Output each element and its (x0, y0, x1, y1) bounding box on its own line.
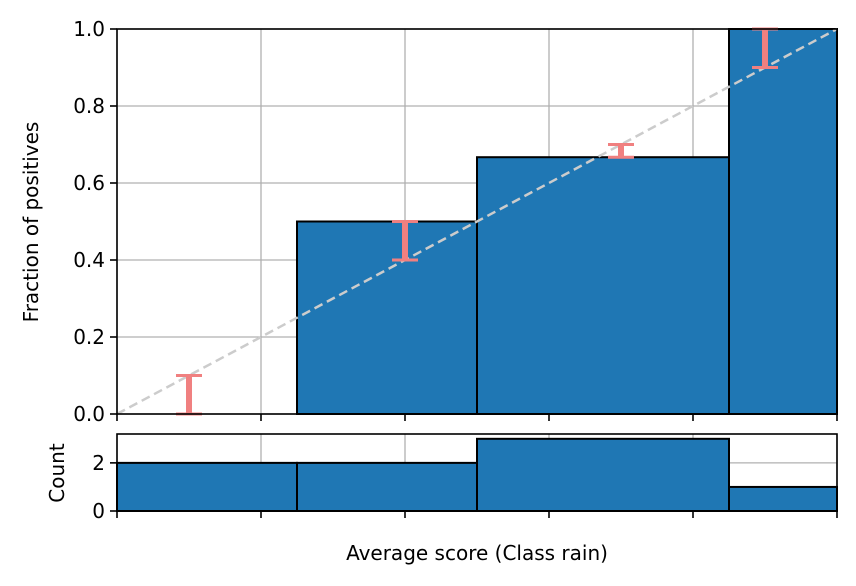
calibration-bar-3 (728, 28, 838, 415)
count-bar-3 (728, 485, 838, 512)
calibration-y-tick-label-2: 0.4 (73, 248, 105, 272)
calibration-bar-2 (476, 156, 730, 416)
calibration-bar-1 (296, 220, 478, 415)
count-y-axis-label: Count (45, 443, 69, 503)
count-axes-frame (116, 433, 838, 512)
x-axis-label: Average score (Class rain) (346, 541, 608, 565)
perfect-calibration-line (116, 27, 838, 416)
count-bar-2 (476, 437, 730, 512)
count-panel: 02 (92, 433, 838, 523)
calibration-y-tick-label-1: 0.2 (73, 325, 105, 349)
count-y-tick-label-1: 2 (92, 451, 105, 475)
calibration-y-axis-label: Fraction of positives (19, 122, 43, 323)
error-bar-1 (392, 220, 418, 262)
calibration-y-tick-label-3: 0.6 (73, 171, 105, 195)
calibration-y-tick-label-5: 1.0 (73, 17, 105, 41)
calibration-y-tick-label-4: 0.8 (73, 94, 105, 118)
calibration-axes-frame (116, 28, 838, 415)
count-y-tick-label-0: 0 (92, 499, 105, 523)
error-bar-2 (608, 143, 634, 159)
count-bar-1 (296, 461, 478, 512)
calibration-panel: 0.0 0.2 0.4 0.6 0.8 1.0 (73, 17, 838, 426)
calibration-y-tick-label-0: 0.0 (73, 402, 105, 426)
count-bar-0 (116, 461, 298, 512)
